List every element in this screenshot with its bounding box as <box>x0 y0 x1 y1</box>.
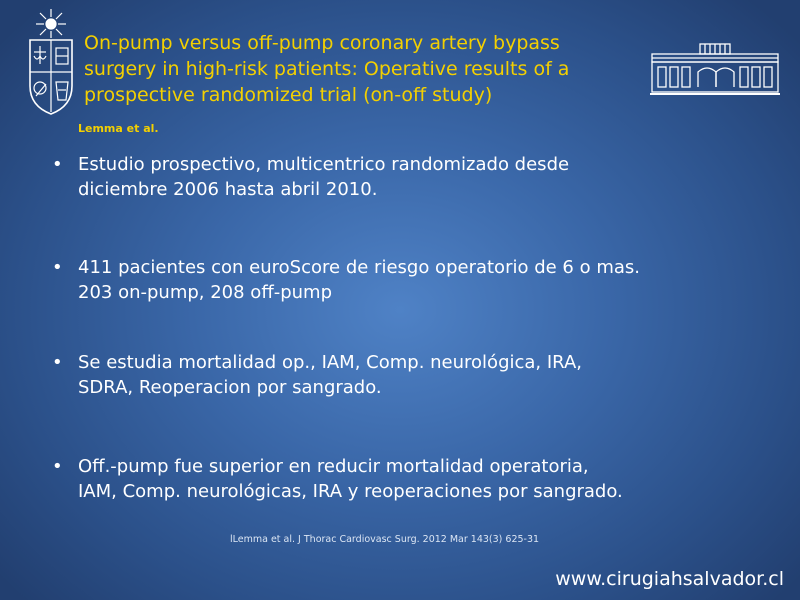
bullet-text: Off.-pump fue superior en reducir mortal… <box>78 456 589 477</box>
bullet-item: • Se estudia mortalidad op., IAM, Comp. … <box>48 350 800 400</box>
bullet-icon: • <box>52 257 63 278</box>
university-crest-icon <box>29 9 73 115</box>
website-url: www.cirugiahsalvador.cl <box>555 568 784 590</box>
bullet-text: IAM, Comp. neurológicas, IRA y reoperaci… <box>78 481 623 502</box>
bullet-icon: • <box>52 154 63 175</box>
bullet-icon: • <box>52 352 63 373</box>
bullet-text: Estudio prospectivo, multicentrico rando… <box>78 154 570 175</box>
title-line: On-pump versus off-pump coronary artery … <box>84 32 560 54</box>
bullet-item: • Estudio prospectivo, multicentrico ran… <box>48 152 800 202</box>
citation: lLemma et al. J Thorac Cardiovasc Surg. … <box>230 534 540 545</box>
bullet-text: Se estudia mortalidad op., IAM, Comp. ne… <box>78 352 582 373</box>
bullet-text: diciembre 2006 hasta abril 2010. <box>78 179 378 200</box>
hospital-building-icon <box>650 43 780 95</box>
slide-title: On-pump versus off-pump coronary artery … <box>84 30 644 108</box>
bullet-icon: • <box>52 456 63 477</box>
slide-authors: Lemma et al. <box>78 122 159 135</box>
title-line: prospective randomized trial (on-off stu… <box>84 84 493 106</box>
bullet-item: • 411 pacientes con euroScore de riesgo … <box>48 255 800 305</box>
bullet-item: • Off.-pump fue superior en reducir mort… <box>48 454 800 504</box>
title-line: surgery in high-risk patients: Operative… <box>84 58 570 80</box>
bullet-text: 203 on-pump, 208 off-pump <box>78 282 333 303</box>
bullet-text: SDRA, Reoperacion por sangrado. <box>78 377 382 398</box>
bullet-text: 411 pacientes con euroScore de riesgo op… <box>78 257 640 278</box>
